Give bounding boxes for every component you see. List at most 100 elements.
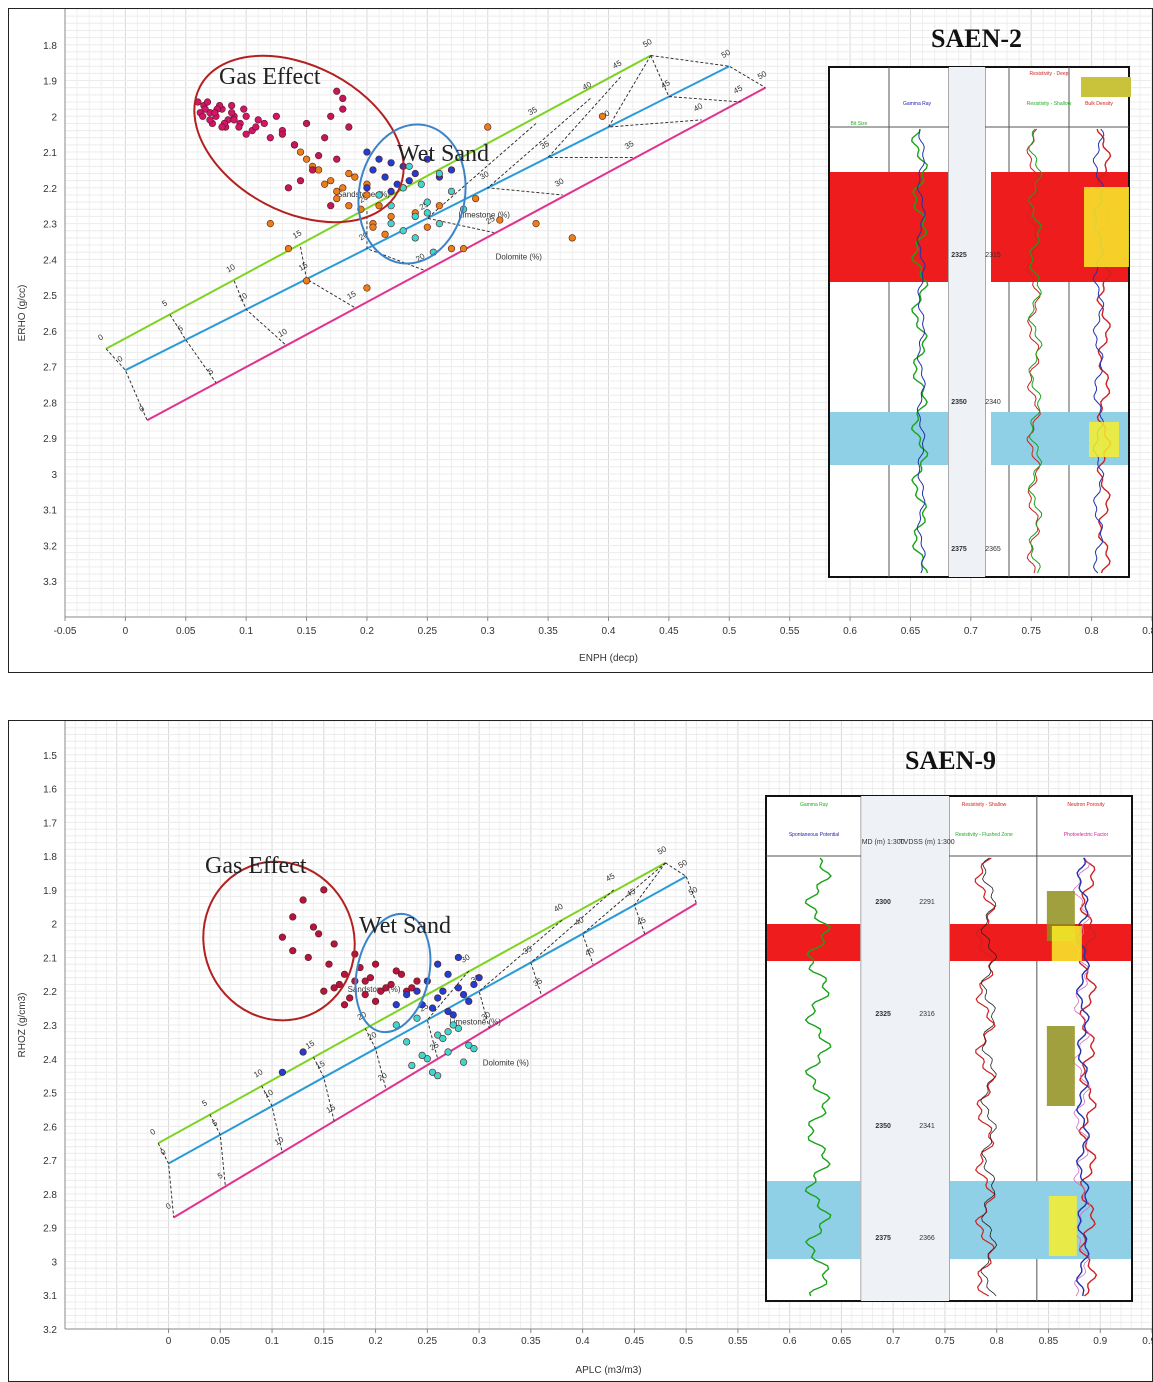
y-tick-label: 2.6 <box>43 327 57 338</box>
isoporosity-connector <box>633 862 666 934</box>
x-tick-label: 0.6 <box>843 626 857 637</box>
x-tick-label: 0.4 <box>576 1336 590 1347</box>
gas-zone-band <box>830 172 948 282</box>
porosity-tick-label: 45 <box>604 871 617 884</box>
depth-tvd-label: 2291 <box>919 899 935 906</box>
log-curve <box>974 857 996 1297</box>
track-title: Bulk Density <box>1085 101 1113 107</box>
scatter-point <box>302 277 311 285</box>
scatter-point <box>387 980 395 989</box>
scatter-point <box>333 187 341 195</box>
porosity-tick-label: 50 <box>641 37 654 50</box>
legend-fill <box>1081 77 1131 97</box>
scatter-point <box>465 997 473 1005</box>
porosity-tick-label: 0 <box>164 1201 173 1211</box>
x-tick-label: 0.2 <box>360 626 374 637</box>
scatter-point <box>325 960 333 968</box>
isoporosity-connector <box>261 1085 283 1154</box>
scatter-point <box>363 191 371 199</box>
scatter-point <box>242 130 250 138</box>
lithology-line <box>173 902 698 1219</box>
scatter-point <box>444 1048 452 1056</box>
x-tick-label: 0.05 <box>211 1336 231 1347</box>
isoporosity-connector <box>530 889 614 995</box>
lithology-label: Limestone (%) <box>449 1017 501 1026</box>
scatter-point <box>381 230 389 238</box>
scatter-point <box>444 1028 452 1036</box>
isoporosity-connector <box>157 1143 175 1218</box>
porosity-tick-label: 30 <box>553 176 566 189</box>
scatter-point <box>411 234 419 242</box>
scatter-point <box>242 112 250 120</box>
x-tick-label: 0.2 <box>369 1336 383 1347</box>
log-curve <box>1072 857 1091 1297</box>
y-tick-label: 2.8 <box>43 1190 57 1201</box>
scatter-point <box>345 123 353 131</box>
y-axis-label: ERHO (g/cc) <box>17 285 28 342</box>
scatter-point <box>413 1014 421 1022</box>
scatter-point <box>449 1011 457 1019</box>
scatter-point <box>299 1048 307 1056</box>
track-title: Photoelectric Factor <box>1064 832 1109 838</box>
y-tick-label: 2.9 <box>43 434 57 445</box>
depth-tvd-label: 2365 <box>985 546 1001 553</box>
wet-sand-ellipse <box>357 123 467 265</box>
porosity-tick-label: 5 <box>211 1118 220 1128</box>
scatter-point <box>454 1024 462 1032</box>
x-tick-label: 0.5 <box>722 626 736 637</box>
scatter-point <box>320 987 328 995</box>
y-tick-label: 1.8 <box>43 852 57 863</box>
scatter-point <box>363 184 371 192</box>
track-title: Resistivity - Shallow <box>962 802 1007 808</box>
scatter-point <box>447 187 456 195</box>
x-tick-label: 0.65 <box>832 1336 852 1347</box>
scatter-point <box>403 991 411 999</box>
scatter-point <box>333 87 341 95</box>
scatter-point <box>345 169 353 178</box>
scatter-point <box>496 216 504 224</box>
x-tick-label: 0.7 <box>886 1336 900 1347</box>
scatter-point <box>345 202 353 210</box>
scatter-point <box>284 184 293 192</box>
isoporosity-connector <box>650 55 766 89</box>
depth-md-label: 2300 <box>875 899 891 906</box>
scatter-point <box>434 1031 442 1039</box>
lithology-label: Dolomite (%) <box>496 252 543 261</box>
scatter-point <box>435 202 444 210</box>
x-tick-label: 0.15 <box>297 626 317 637</box>
scatter-point <box>428 1068 437 1076</box>
scatter-point <box>449 1021 457 1029</box>
y-tick-label: 2.2 <box>43 184 57 195</box>
isoporosity-connector <box>607 55 702 128</box>
crossover-fill <box>1084 187 1129 267</box>
crossover-fill <box>1048 1196 1077 1256</box>
scatter-point <box>296 148 305 156</box>
scatter-point <box>439 1034 447 1043</box>
crossover-fill <box>1089 422 1119 457</box>
x-tick-label: 0.85 <box>1142 626 1152 637</box>
scatter-point <box>333 155 341 163</box>
scatter-point <box>335 980 343 989</box>
isoporosity-connector <box>486 98 591 196</box>
y-tick-label: 1.9 <box>43 77 57 88</box>
y-tick-label: 2.5 <box>43 291 57 302</box>
y-tick-label: 2 <box>51 112 57 123</box>
scatter-point <box>387 159 395 167</box>
scatter-point <box>363 148 371 156</box>
lithology-line <box>168 875 687 1165</box>
scatter-point <box>340 1001 349 1009</box>
scatter-point <box>321 180 329 188</box>
porosity-tick-label: 15 <box>291 228 304 241</box>
x-tick-label: -0.05 <box>54 626 77 637</box>
y-tick-label: 2.4 <box>43 1055 57 1066</box>
x-axis-label: ENPH (decp) <box>579 653 638 664</box>
scatter-point <box>278 933 287 941</box>
x-tick-label: 0.25 <box>418 626 438 637</box>
scatter-point <box>375 202 383 210</box>
scatter-point <box>417 180 425 188</box>
y-tick-label: 2.1 <box>43 953 57 964</box>
scatter-point <box>371 960 380 968</box>
scatter-point <box>228 101 236 110</box>
y-tick-label: 3 <box>51 1257 57 1268</box>
scatter-point <box>339 184 347 192</box>
